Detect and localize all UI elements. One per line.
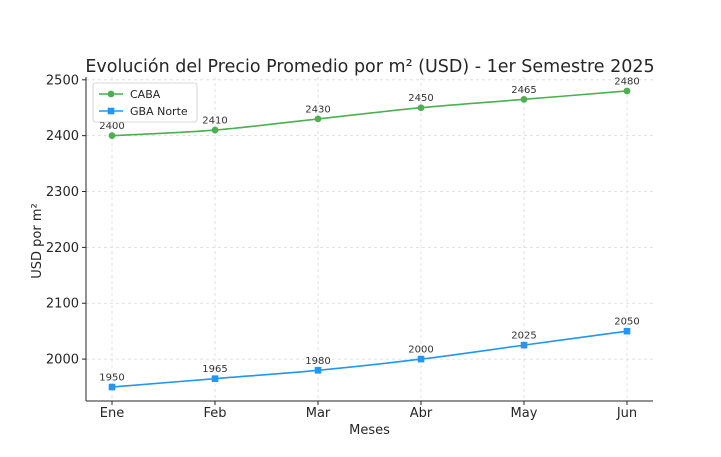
legend: CABA GBA Norte: [92, 82, 198, 123]
data-point-caba: [623, 87, 631, 95]
data-label-gba-norte: 1950: [99, 373, 124, 384]
data-point-gba-norte: [108, 383, 116, 391]
y-tick-label: 2400: [46, 129, 79, 144]
series-caba: 2400 2410 2430 2450 2465 2480: [99, 76, 640, 140]
data-point-caba: [520, 95, 528, 103]
data-label-gba-norte: 2000: [408, 345, 433, 356]
y-tick-label: 2500: [46, 73, 79, 88]
y-tick-label: 2300: [46, 185, 79, 200]
x-tick-label: Abr: [410, 406, 433, 421]
data-point-caba: [211, 126, 219, 134]
x-tick-label: Feb: [203, 406, 226, 421]
data-point-gba-norte: [211, 375, 219, 382]
series-line-caba: [111, 90, 628, 137]
y-tick-label: 2000: [46, 353, 79, 368]
series-layer: 2400 2410 2430 2450 2465 2480 1950 1965 1980 2000…: [99, 76, 640, 391]
series-line-gba-norte: [111, 330, 628, 388]
data-label-caba: 2410: [202, 116, 227, 127]
data-label-gba-norte: 1980: [305, 356, 330, 367]
data-point-caba: [108, 132, 116, 140]
legend-label: CABA: [130, 88, 161, 101]
data-point-caba: [417, 104, 425, 112]
x-tick-label: Ene: [100, 406, 124, 421]
legend-item-caba: CABA: [99, 88, 161, 101]
data-label-caba: 2400: [99, 121, 124, 132]
data-label-caba: 2450: [408, 93, 433, 104]
x-tick-label: Mar: [306, 406, 331, 421]
data-point-gba-norte: [314, 366, 322, 374]
data-label-gba-norte: 1965: [202, 364, 227, 375]
data-label-caba: 2465: [511, 85, 536, 96]
legend-box: [92, 82, 198, 123]
y-axis-ticks: 2000 2100 2200 2300 2400 2500: [46, 73, 86, 368]
chart-title: Evolución del Precio Promedio por m² (US…: [85, 57, 654, 77]
legend-swatch-marker: [107, 90, 115, 98]
legend-label: GBA Norte: [130, 105, 188, 118]
x-tick-label: Jun: [616, 406, 637, 421]
series-gba-norte: 1950 1965 1980 2000 2025 2050: [99, 317, 640, 391]
x-axis-ticks: Ene Feb Mar Abr May Jun: [100, 401, 637, 421]
data-label-caba: 2480: [614, 76, 639, 87]
data-point-gba-norte: [417, 355, 425, 363]
axes: [85, 77, 653, 402]
x-tick-label: May: [511, 406, 538, 421]
legend-item-gba-norte: GBA Norte: [99, 105, 188, 118]
grid: [86, 77, 653, 401]
data-point-gba-norte: [623, 327, 631, 335]
data-label-caba: 2430: [305, 104, 330, 115]
data-label-gba-norte: 2050: [614, 317, 639, 328]
legend-swatch-marker: [107, 107, 115, 115]
data-point-gba-norte: [520, 341, 528, 349]
x-axis-title: Meses: [349, 423, 390, 438]
data-point-caba: [314, 115, 322, 123]
y-tick-label: 2100: [46, 297, 79, 312]
y-axis-title: USD por m²: [30, 203, 45, 278]
data-label-gba-norte: 2025: [511, 331, 536, 342]
y-tick-label: 2200: [46, 241, 79, 256]
